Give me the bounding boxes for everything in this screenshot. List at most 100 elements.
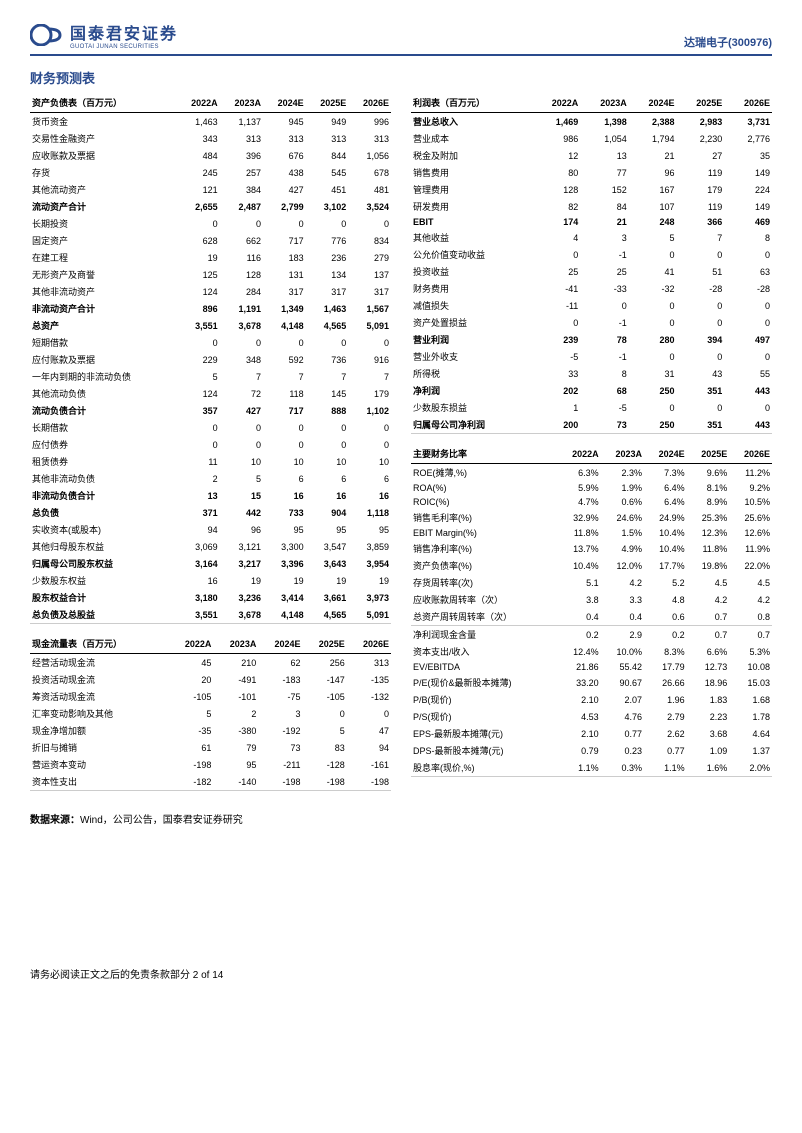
year-header: 2026E (729, 444, 772, 464)
cell-value: 10.4% (644, 526, 687, 540)
cell-value: 0 (677, 246, 725, 263)
stock-code: 达瑞电子(300976) (684, 34, 772, 50)
cell-value: 174 (532, 215, 581, 229)
table-row: 归属母公司净利润20073250351443 (411, 416, 772, 434)
table-row: 在建工程19116183236279 (30, 249, 391, 266)
row-label: 筹资活动现金流 (30, 688, 168, 705)
cell-value: 676 (263, 147, 306, 164)
row-label: 总负债 (30, 504, 176, 521)
table-row: 现金净增加额-35-380-192547 (30, 722, 391, 739)
cell-value: 5.2 (644, 574, 687, 591)
cell-value: 16 (306, 487, 349, 504)
cell-value: 0 (724, 246, 772, 263)
cell-value: 351 (677, 416, 725, 434)
cell-value: 90.67 (601, 674, 644, 691)
cell-value: 348 (220, 351, 263, 368)
cell-value: 6.4% (644, 481, 687, 495)
table-row: 无形资产及商誉125128131134137 (30, 266, 391, 283)
table-row: 资本性支出-182-140-198-198-198 (30, 773, 391, 791)
cell-value: 1,794 (629, 130, 677, 147)
cell-value: 2.0% (729, 759, 772, 777)
cell-value: 1.78 (729, 708, 772, 725)
cell-value: 0 (220, 215, 263, 232)
table-row: 总负债及总股益3,5513,6784,1484,5655,091 (30, 606, 391, 624)
cell-value: 3,551 (176, 606, 219, 624)
row-label: 营业成本 (411, 130, 532, 147)
cell-value: 0 (176, 215, 219, 232)
cell-value: -198 (303, 773, 347, 791)
cell-value: 1,102 (348, 402, 391, 419)
cell-value: 0 (724, 297, 772, 314)
table-title: 利润表（百万元） (411, 93, 532, 113)
row-label: 经营活动现金流 (30, 654, 168, 672)
row-label: 净利润现金含量 (411, 626, 557, 644)
cell-value: 0 (176, 436, 219, 453)
cell-value: 12.0% (601, 557, 644, 574)
cell-value: -198 (258, 773, 302, 791)
cell-value: 10.4% (557, 557, 600, 574)
row-label: 营业外收支 (411, 348, 532, 365)
cell-value: 121 (176, 181, 219, 198)
row-label: 税金及附加 (411, 147, 532, 164)
cell-value: 13 (176, 487, 219, 504)
year-header: 2025E (303, 634, 347, 654)
table-row: 其他非流动负债25666 (30, 470, 391, 487)
table-row: 资产处置损益0-1000 (411, 314, 772, 331)
cell-value: 12.3% (687, 526, 730, 540)
cell-value: 717 (263, 402, 306, 419)
row-label: 存货 (30, 164, 176, 181)
cell-value: 0 (306, 334, 349, 351)
cell-value: 776 (306, 232, 349, 249)
cell-value: 313 (263, 130, 306, 147)
cell-value: 3,859 (348, 538, 391, 555)
cell-value: 5,091 (348, 606, 391, 624)
cell-value: 128 (532, 181, 581, 198)
cell-value: 949 (306, 113, 349, 131)
cell-value: 10.0% (601, 643, 644, 660)
cell-value: 9.6% (687, 464, 730, 482)
cell-value: 0 (629, 246, 677, 263)
row-label: 资产负债率(%) (411, 557, 557, 574)
cell-value: 384 (220, 181, 263, 198)
table-row: 销售毛利率(%)32.9%24.6%24.9%25.3%25.6% (411, 509, 772, 526)
row-label: 其他归母股东权益 (30, 538, 176, 555)
row-label: 一年内到期的非流动负债 (30, 368, 176, 385)
cell-value: 68 (580, 382, 629, 399)
year-header: 2024E (644, 444, 687, 464)
cell-value: 6.3% (557, 464, 600, 482)
cell-value: 10.5% (729, 495, 772, 509)
cell-value: 33.20 (557, 674, 600, 691)
cell-value: 0.6% (601, 495, 644, 509)
cell-value: 4,565 (306, 606, 349, 624)
table-row: 净利润20268250351443 (411, 382, 772, 399)
cell-value: 11.2% (729, 464, 772, 482)
cell-value: 13 (580, 147, 629, 164)
cell-value: 1.1% (557, 759, 600, 777)
cell-value: -135 (347, 671, 391, 688)
cell-value: 545 (306, 164, 349, 181)
table-row: 少数股东损益1-5000 (411, 399, 772, 416)
row-label: 股东权益合计 (30, 589, 176, 606)
row-label: EV/EBITDA (411, 660, 557, 674)
row-label: 销售净利率(%) (411, 540, 557, 557)
cell-value: 313 (348, 130, 391, 147)
row-label: 应付债券 (30, 436, 176, 453)
cell-value: 0.77 (644, 742, 687, 759)
row-label: ROA(%) (411, 481, 557, 495)
cell-value: -32 (629, 280, 677, 297)
table-row: 总负债3714427339041,118 (30, 504, 391, 521)
row-label: 应收账款及票据 (30, 147, 176, 164)
row-label: 销售费用 (411, 164, 532, 181)
cell-value: 317 (306, 283, 349, 300)
row-label: 投资收益 (411, 263, 532, 280)
table-row: 存货周转率(次)5.14.25.24.54.5 (411, 574, 772, 591)
cell-value: 256 (303, 654, 347, 672)
cell-value: 396 (220, 147, 263, 164)
row-label: 总资产周转周转率（次） (411, 608, 557, 626)
table-title: 现金流量表（百万元） (30, 634, 168, 654)
cell-value: -28 (724, 280, 772, 297)
table-row: 长期投资00000 (30, 215, 391, 232)
cell-value: 0 (677, 297, 725, 314)
cell-value: 10 (348, 453, 391, 470)
cell-value: 7 (677, 229, 725, 246)
